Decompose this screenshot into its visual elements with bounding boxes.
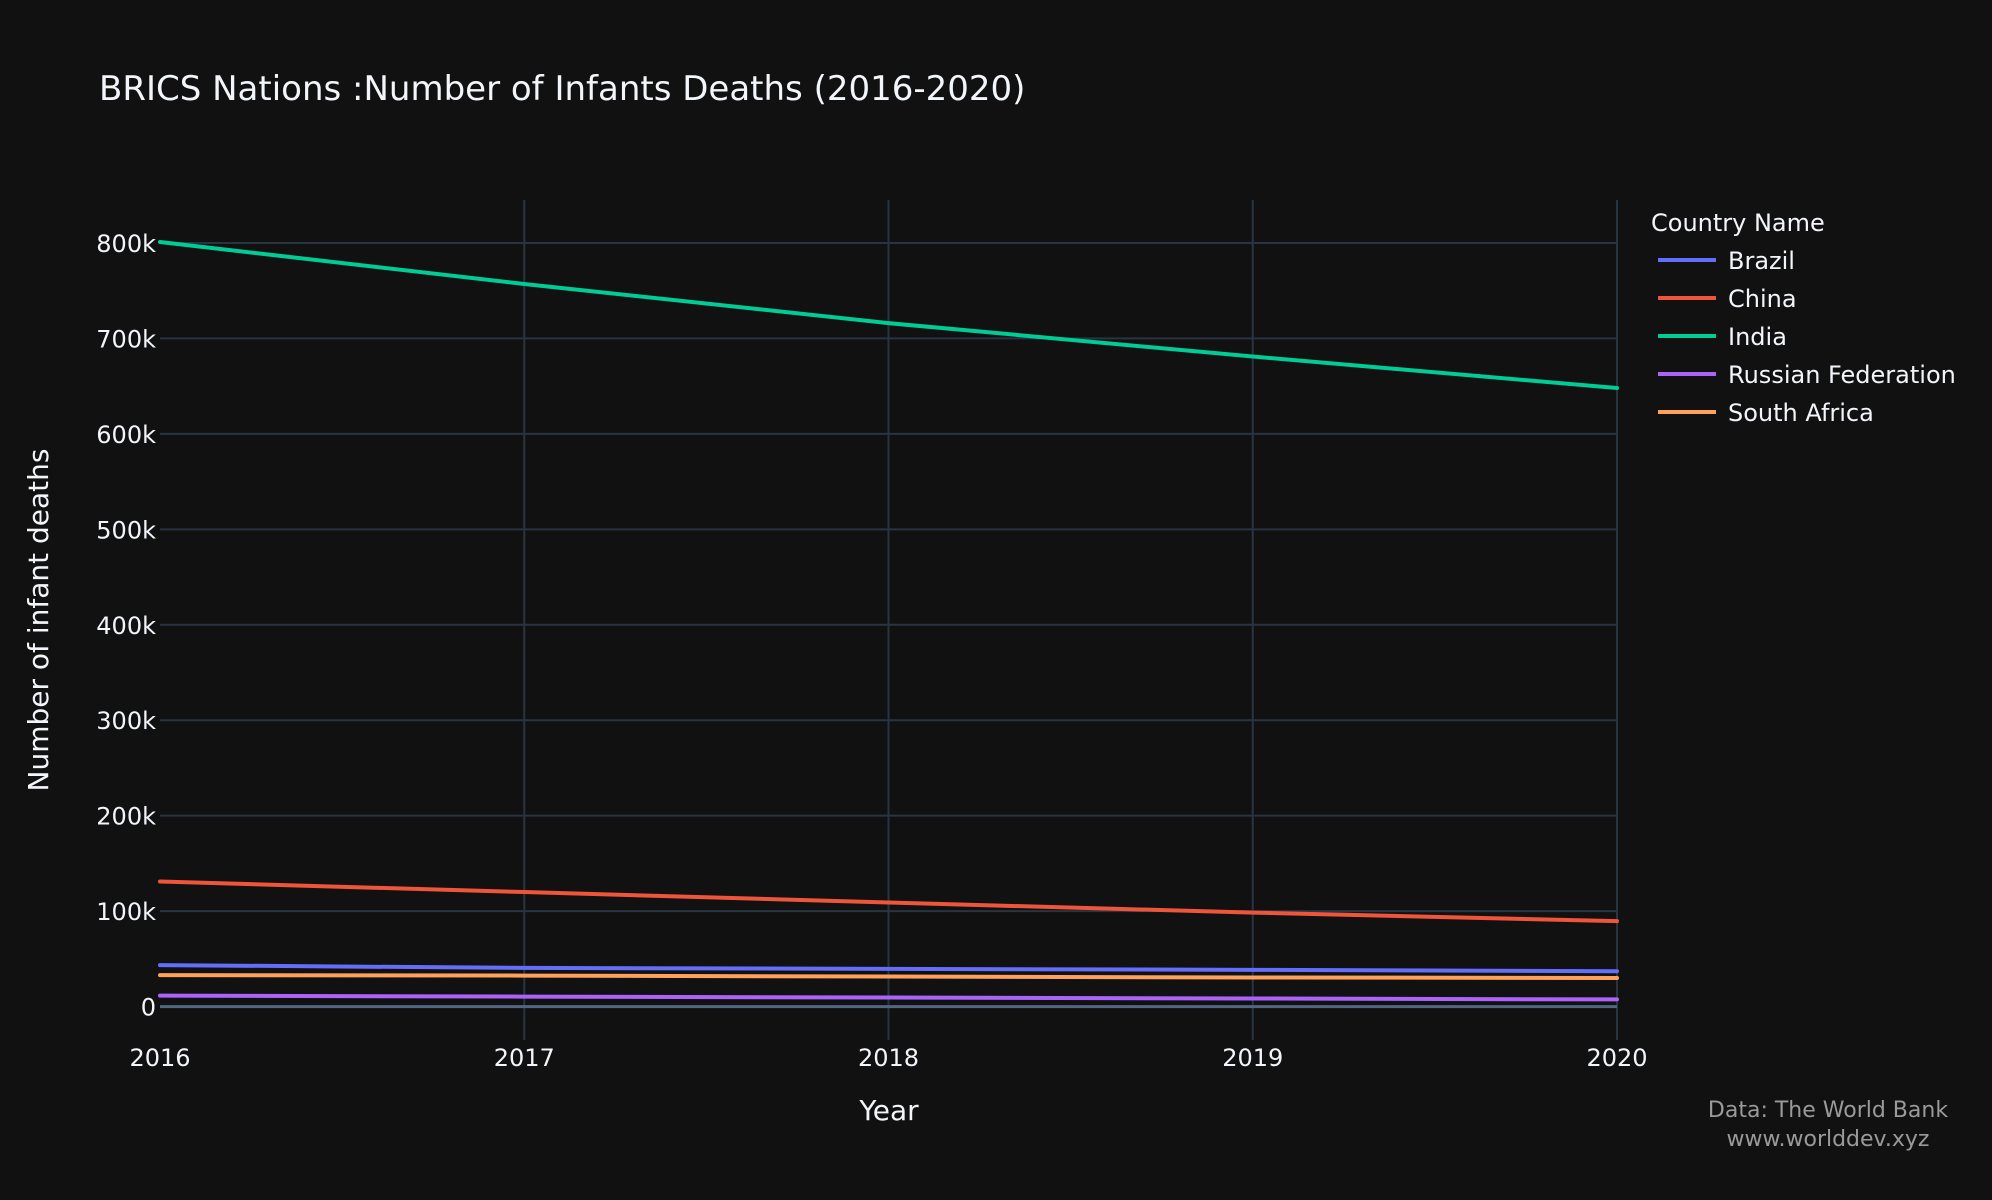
x-tick-label: 2017: [494, 1044, 555, 1072]
x-tick-label: 2016: [129, 1044, 190, 1072]
chart-title: BRICS Nations :Number of Infants Deaths …: [99, 69, 1025, 109]
series-line-china: [158, 879, 1619, 924]
x-tick-label: 2018: [858, 1044, 919, 1072]
legend-label-india: India: [1728, 323, 1787, 351]
series-lines: [158, 240, 1619, 1002]
y-tick-label: 100k: [96, 898, 156, 926]
legend-label-russian-federation: Russian Federation: [1728, 361, 1956, 389]
source-credit: Data: The World Bank: [1708, 1098, 1948, 1123]
legend-label-china: China: [1728, 285, 1797, 313]
y-tick-label: 700k: [96, 325, 156, 353]
y-axis-title: Number of infant deaths: [22, 449, 55, 792]
series-line-south-africa: [158, 973, 1619, 980]
legend: Country Name Brazil China India Russian Fed…: [1651, 209, 1956, 427]
y-tick-label: 300k: [96, 707, 156, 735]
series-line-brazil: [158, 963, 1619, 974]
y-tick-labels: 0 100k 200k 300k 400k 500k 600k 700k 800k: [96, 230, 156, 1022]
source-url: www.worlddev.xyz: [1727, 1127, 1930, 1152]
y-tick-label: 400k: [96, 612, 156, 640]
y-gridlines: [160, 241, 1617, 1009]
legend-label-brazil: Brazil: [1728, 247, 1795, 275]
x-tick-labels: 2016 2017 2018 2019 2020: [129, 1044, 1647, 1072]
y-tick-label: 500k: [96, 516, 156, 544]
y-tick-label: 600k: [96, 421, 156, 449]
legend-title: Country Name: [1651, 209, 1825, 237]
x-axis-title: Year: [858, 1094, 919, 1127]
y-tick-label: 200k: [96, 803, 156, 831]
x-tick-label: 2020: [1586, 1044, 1647, 1072]
series-line-india: [158, 240, 1619, 391]
x-tick-label: 2019: [1222, 1044, 1283, 1072]
series-line-russian-federation: [158, 993, 1619, 1002]
legend-label-south-africa: South Africa: [1728, 399, 1874, 427]
x-gridlines: [523, 200, 1618, 1040]
y-tick-label: 0: [141, 994, 156, 1022]
y-tick-label: 800k: [96, 230, 156, 258]
